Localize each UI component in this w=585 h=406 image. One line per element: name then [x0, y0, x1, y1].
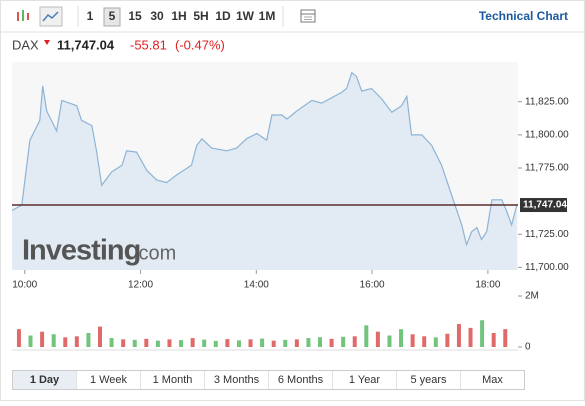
volume-bar: [491, 332, 496, 347]
volume-bar: [179, 340, 184, 347]
volume-bar: [236, 340, 241, 347]
price-chart: 11,700.00 11,725.00 11,775.00 11,800.00 11,8…: [11, 71, 569, 291]
volume-bar: [109, 338, 114, 347]
volume-bar: [202, 339, 207, 347]
line-icon: [42, 11, 59, 22]
last-price-label: 11,747.04: [523, 200, 567, 211]
interval-button[interactable]: 15: [128, 9, 142, 23]
volume-bar: [190, 338, 195, 347]
volume-bar: [456, 324, 461, 347]
volume-bar: [51, 334, 56, 347]
y-tick-label: 0: [525, 342, 531, 353]
volume-bar: [121, 339, 126, 347]
volume-bar: [63, 337, 68, 347]
volume-bar: [399, 329, 404, 347]
change-percent: (-0.47%): [175, 37, 225, 52]
y-tick-label: 2M: [525, 291, 539, 302]
x-tick-label: 14:00: [244, 280, 269, 291]
change: -55.81: [130, 37, 167, 52]
volume-bar: [318, 337, 322, 347]
interval-button[interactable]: 1: [87, 9, 94, 23]
range-active: [13, 371, 76, 389]
y-tick-label: 11,725.00: [525, 229, 569, 240]
volume-bar: [28, 335, 33, 347]
interval-button[interactable]: 5: [109, 9, 116, 23]
interval-button[interactable]: 1D: [215, 9, 231, 23]
interval-button[interactable]: 1W: [236, 9, 255, 23]
range-tab[interactable]: 1 Year: [349, 374, 381, 386]
volume-bar: [410, 334, 415, 347]
table-icon[interactable]: [300, 9, 316, 23]
range-tab[interactable]: Max: [482, 374, 503, 386]
x-tick-label: 12:00: [128, 280, 153, 291]
y-tick-label: 11,700.00: [525, 262, 569, 273]
candle-icon[interactable]: [17, 10, 29, 21]
interval-button[interactable]: 1H: [171, 9, 186, 23]
range-tab[interactable]: 1 Month: [153, 374, 193, 386]
range-tab[interactable]: 1 Day: [30, 374, 60, 386]
volume-bar: [167, 339, 172, 347]
volume-bar: [98, 326, 102, 347]
volume-bar: [294, 339, 299, 347]
y-tick-label: 11,825.00: [525, 96, 569, 107]
volume-bar: [375, 331, 380, 347]
volume-bar: [503, 329, 508, 347]
x-tick-label: 16:00: [360, 280, 385, 291]
volume-bar: [445, 333, 450, 347]
volume-bar: [260, 338, 265, 347]
y-tick-label: 11,775.00: [525, 163, 569, 174]
volume-bar: [248, 339, 253, 347]
volume-bar: [144, 338, 149, 347]
volume-bar: [306, 338, 311, 347]
volume-bar: [40, 331, 45, 347]
price-area: [12, 72, 517, 270]
volume-bar: [468, 327, 473, 347]
volume-bar: [283, 339, 288, 347]
volume-bar: [433, 337, 438, 347]
volume-bar: [86, 332, 91, 347]
volume-bar: [213, 340, 218, 347]
down-marker: [44, 40, 50, 45]
interval-button[interactable]: 30: [150, 9, 164, 23]
volume-bar: [271, 340, 276, 347]
volume-bar: [422, 336, 427, 347]
range-tab[interactable]: 6 Months: [278, 374, 324, 386]
volume-bar: [352, 336, 357, 347]
technical-chart-link[interactable]: Technical Chart: [479, 9, 568, 23]
volume-bar: [341, 336, 346, 347]
last-price: 11,747.04: [57, 37, 115, 52]
volume-bar: [329, 338, 334, 347]
interval-active: [103, 7, 121, 27]
volume-bar: [74, 336, 79, 347]
price-line: [11, 71, 518, 247]
volume-bar: [480, 320, 485, 347]
last-price-box: [520, 198, 567, 213]
y-tick-label: 11,800.00: [525, 130, 569, 141]
range-tab[interactable]: 1 Week: [90, 374, 128, 386]
volume-chart: 0 2M: [16, 291, 539, 353]
volume-bar: [132, 339, 137, 347]
volume-bar: [225, 339, 230, 347]
volume-bar: [387, 335, 392, 347]
interval-button[interactable]: 1M: [259, 9, 276, 23]
volume-bar: [16, 329, 21, 347]
volume-bar: [155, 340, 160, 347]
symbol: DAX: [12, 37, 39, 52]
watermark-suffix: .com: [133, 242, 176, 264]
range-tab[interactable]: 5 years: [410, 374, 447, 386]
x-tick-label: 10:00: [12, 280, 37, 291]
range-tab[interactable]: 3 Months: [214, 374, 260, 386]
interval-button[interactable]: 5H: [193, 9, 208, 23]
watermark-brand: Investing: [22, 235, 140, 267]
volume-bar: [364, 325, 369, 347]
x-tick-label: 18:00: [475, 280, 500, 291]
